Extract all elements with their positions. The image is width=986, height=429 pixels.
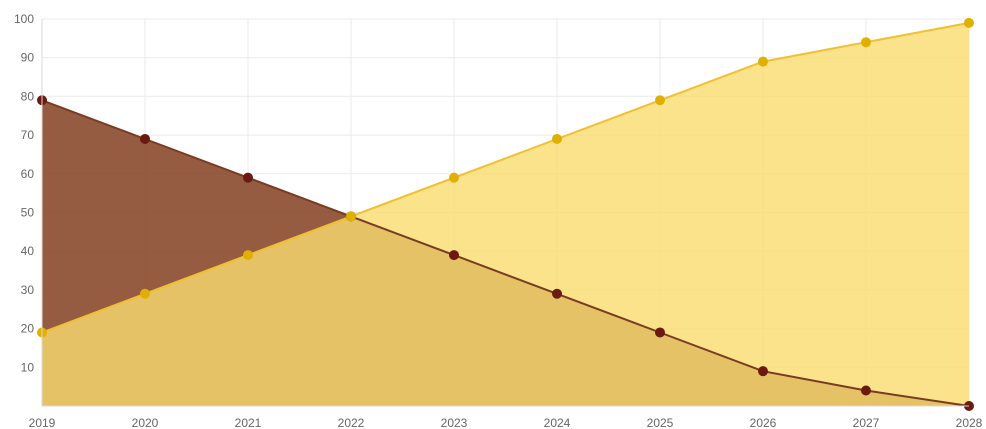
series-2-point xyxy=(964,17,974,28)
x-tick-label: 2022 xyxy=(338,416,365,429)
series-2-point xyxy=(655,95,665,106)
x-tick-label: 2027 xyxy=(853,416,880,429)
y-tick-label: 50 xyxy=(21,206,35,220)
series-2-area xyxy=(42,22,969,407)
series-1-point xyxy=(655,327,665,338)
series-2-point xyxy=(758,56,768,67)
series-lines xyxy=(41,21,970,407)
series-2-point xyxy=(140,288,150,299)
x-tick-label: 2021 xyxy=(235,416,262,429)
series-2-point xyxy=(243,250,253,261)
series-1-line xyxy=(41,99,970,407)
series-2-line xyxy=(41,21,970,334)
series-1-point xyxy=(861,385,871,396)
x-tick-label: 2023 xyxy=(441,416,468,429)
y-tick-label: 40 xyxy=(21,244,35,258)
series-2-point xyxy=(552,133,562,144)
x-tick-label: 2028 xyxy=(956,416,983,429)
series-1-point xyxy=(140,133,150,144)
y-tick-label: 60 xyxy=(21,167,35,181)
x-tick-label: 2020 xyxy=(132,416,159,429)
y-tick-label: 80 xyxy=(21,89,35,103)
y-tick-label: 30 xyxy=(21,283,35,297)
series-1-point xyxy=(552,288,562,299)
series-1-point xyxy=(449,250,459,261)
y-tick-label: 100 xyxy=(14,12,34,26)
axes: 10 20 30 40 50 60 70 80 90 100 2019 2020 2021 2022 202… xyxy=(14,12,983,429)
x-tick-label: 2024 xyxy=(544,416,571,429)
series-1-point xyxy=(758,366,768,377)
series-2-point xyxy=(449,172,459,183)
y-tick-label: 20 xyxy=(21,322,35,336)
series-areas xyxy=(42,22,969,407)
x-tick-label: 2025 xyxy=(647,416,674,429)
y-tick-label: 90 xyxy=(21,51,35,65)
y-tick-label: 70 xyxy=(21,128,35,142)
y-tick-label: 10 xyxy=(21,360,35,374)
series-2-point xyxy=(346,211,356,222)
x-tick-label: 2019 xyxy=(29,416,56,429)
series-1-point xyxy=(243,172,253,183)
x-tick-label: 2026 xyxy=(750,416,777,429)
series-2-point xyxy=(861,37,871,48)
